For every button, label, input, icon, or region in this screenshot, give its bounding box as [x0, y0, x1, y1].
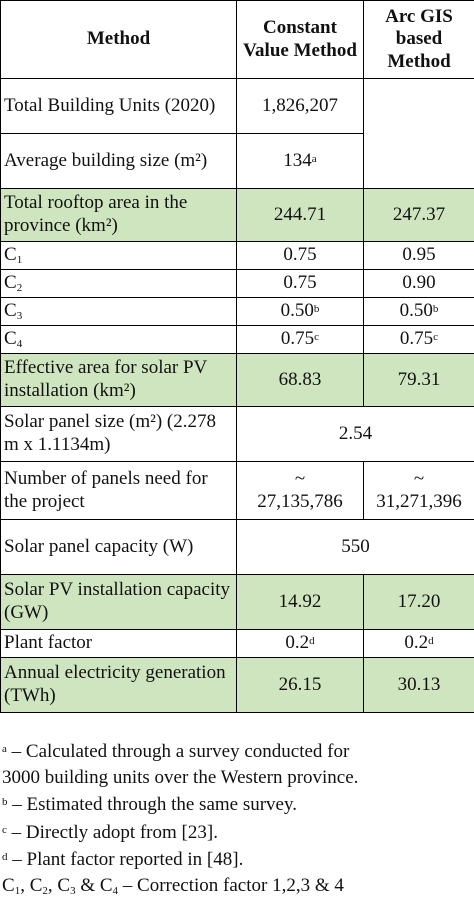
- constant-value: 0.75: [237, 270, 364, 298]
- footnote-a: a – Calculated through a survey conducte…: [0, 737, 474, 765]
- footnote-mark: a: [312, 153, 317, 165]
- arcgis-value: 0.90: [364, 270, 474, 298]
- arcgis-value: 0.50b: [364, 298, 474, 326]
- table-row: C2 0.75 0.90: [1, 270, 474, 298]
- table-row: Total rooftop area in the province (km²)…: [1, 189, 474, 242]
- footnote-d: d – Plant factor reported in [48].: [0, 845, 474, 873]
- table-row: Annual electricity generation (TWh) 26.1…: [1, 658, 474, 713]
- footnote-mark: d: [309, 635, 315, 647]
- row-label: Number of panels need for the project: [1, 462, 237, 520]
- table-row: Total Building Units (2020) 1,826,207: [1, 79, 474, 134]
- table-row: Plant factor 0.2d 0.2d: [1, 630, 474, 658]
- footnote-mark: b: [314, 303, 320, 315]
- table-row: Solar panel size (m²) (2.278 m x 1.1134m…: [1, 407, 474, 462]
- table-row: Solar panel capacity (W) 550: [1, 520, 474, 575]
- constant-value: 244.71: [237, 189, 364, 242]
- arcgis-value: 0.2d: [364, 630, 474, 658]
- footnote-mark: d: [428, 635, 434, 647]
- row-label: Solar panel size (m²) (2.278 m x 1.1134m…: [1, 407, 237, 462]
- table-row: Solar PV installation capacity (GW) 14.9…: [1, 575, 474, 630]
- row-label: C4: [1, 326, 237, 354]
- footnote-a-continued: 3000 building units over the Western pro…: [0, 765, 474, 791]
- constant-value: 14.92: [237, 575, 364, 630]
- footnote-b: b – Estimated through the same survey.: [0, 790, 474, 818]
- merged-value: 2.54: [237, 407, 474, 462]
- constant-value: 0.75: [237, 242, 364, 270]
- row-label: Solar PV installation capacity (GW): [1, 575, 237, 630]
- arcgis-value: 30.13: [364, 658, 474, 713]
- constant-value: 1,826,207: [237, 79, 364, 134]
- table-row: C4 0.75c 0.75c: [1, 326, 474, 354]
- approx-symbol: ~: [239, 468, 361, 491]
- footnote-correction-factors: C1, C2, C3 & C4 – Correction factor 1,2,…: [0, 873, 474, 904]
- row-label: Solar panel capacity (W): [1, 520, 237, 575]
- constant-value: 134a: [237, 134, 364, 189]
- table-row: Effective area for solar PV installation…: [1, 354, 474, 407]
- constant-value: 0.50b: [237, 298, 364, 326]
- table-row: C1 0.75 0.95: [1, 242, 474, 270]
- row-label: C2: [1, 270, 237, 298]
- header-method: Method: [1, 1, 237, 79]
- value-text: 134: [283, 150, 312, 171]
- header-row: Method Constant Value Method Arc GIS bas…: [1, 1, 474, 79]
- row-label: Plant factor: [1, 630, 237, 658]
- results-table: Method Constant Value Method Arc GIS bas…: [0, 0, 474, 713]
- footnotes: a – Calculated through a survey conducte…: [0, 737, 474, 904]
- constant-value: ~27,135,786: [237, 462, 364, 520]
- footnote-mark: c: [433, 331, 438, 343]
- value-text: 31,271,396: [366, 491, 472, 514]
- table-row: C3 0.50b 0.50b: [1, 298, 474, 326]
- row-label: Total rooftop area in the province (km²): [1, 189, 237, 242]
- row-label: Annual electricity generation (TWh): [1, 658, 237, 713]
- table-row: Number of panels need for the project ~2…: [1, 462, 474, 520]
- row-label: Effective area for solar PV installation…: [1, 354, 237, 407]
- row-label: C3: [1, 298, 237, 326]
- constant-value: 68.83: [237, 354, 364, 407]
- value-text: 27,135,786: [239, 491, 361, 514]
- footnote-mark: b: [433, 303, 439, 315]
- constant-value: 0.75c: [237, 326, 364, 354]
- row-label: Total Building Units (2020): [1, 79, 237, 134]
- header-arcgis-method: Arc GIS based Method: [364, 1, 474, 79]
- approx-symbol: ~: [366, 468, 472, 491]
- merged-value: 550: [237, 520, 474, 575]
- row-label: Average building size (m²): [1, 134, 237, 189]
- row-label: C1: [1, 242, 237, 270]
- constant-value: 26.15: [237, 658, 364, 713]
- arcgis-value: ~31,271,396: [364, 462, 474, 520]
- arcgis-value: 0.95: [364, 242, 474, 270]
- arcgis-value: 0.75c: [364, 326, 474, 354]
- constant-value: 0.2d: [237, 630, 364, 658]
- arcgis-value: 17.20: [364, 575, 474, 630]
- arcgis-value: 79.31: [364, 354, 474, 407]
- empty-cell: [364, 79, 474, 189]
- arcgis-value: 247.37: [364, 189, 474, 242]
- header-constant-value-method: Constant Value Method: [237, 1, 364, 79]
- footnote-c: c – Directly adopt from [23].: [0, 818, 474, 846]
- footnote-mark: c: [314, 331, 319, 343]
